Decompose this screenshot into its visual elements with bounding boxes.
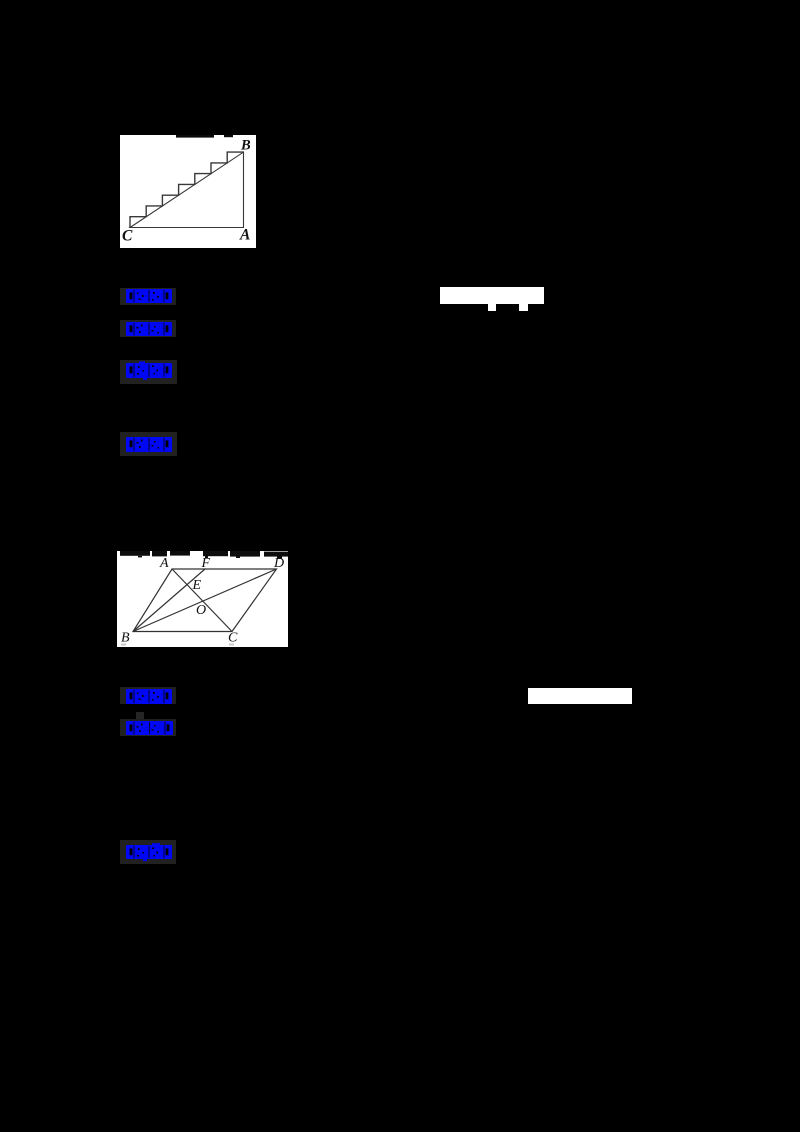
svg-text:B: B: [121, 630, 130, 645]
svg-text:A: A: [239, 227, 250, 244]
svg-text:O: O: [196, 603, 206, 618]
svg-text:E: E: [192, 578, 202, 593]
svg-text:A: A: [159, 556, 169, 571]
svg-text:C: C: [228, 630, 238, 645]
svg-text:D: D: [273, 556, 284, 571]
svg-text:B: B: [240, 138, 251, 154]
svg-text:C: C: [122, 228, 133, 245]
svg-text:F: F: [201, 556, 211, 571]
